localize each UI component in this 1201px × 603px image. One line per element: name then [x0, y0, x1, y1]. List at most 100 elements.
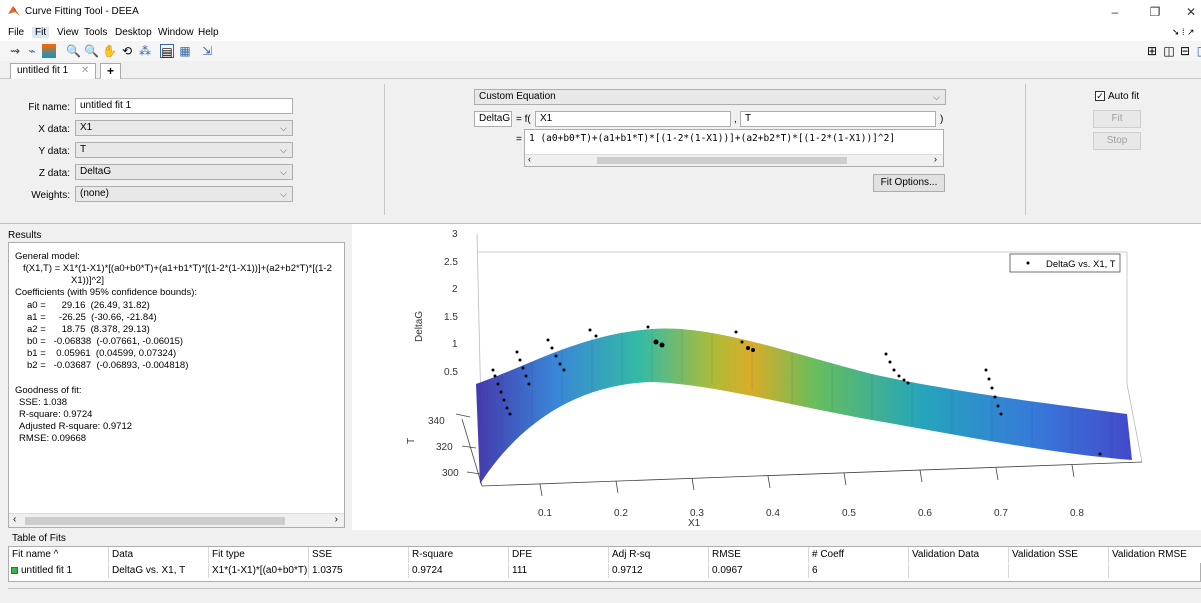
auto-fit-checkbox[interactable]: ✓	[1095, 91, 1105, 101]
y-tick: 340	[428, 416, 445, 427]
weights-select[interactable]: (none) ⌵	[75, 186, 293, 202]
layout-grid-icon[interactable]: ⊞	[1146, 44, 1158, 58]
results-line: Coefficients (with 95% confidence bounds…	[15, 287, 198, 298]
layout-rows-icon[interactable]: ⊟	[1179, 44, 1191, 58]
table-row[interactable]: untitled fit 1 DeltaG vs. X1, T X1*(1-X1…	[9, 564, 1201, 578]
col-validation-data[interactable]: Validation Data	[909, 547, 1009, 563]
menu-fit[interactable]: Fit	[32, 27, 50, 38]
layout-single-icon[interactable]: ▯	[1196, 44, 1201, 58]
menu-window[interactable]: Window	[158, 27, 194, 38]
x-data-select[interactable]: X1 ⌵	[75, 120, 293, 136]
stop-button[interactable]: Stop	[1093, 132, 1141, 150]
z-data-select[interactable]: DeltaG ⌵	[75, 164, 293, 180]
col-coeff[interactable]: # Coeff	[809, 547, 909, 563]
menu-view[interactable]: View	[57, 27, 79, 38]
zoom-in-icon[interactable]: 🔍	[66, 44, 81, 58]
menu-tools[interactable]: Tools	[84, 27, 108, 38]
z-tick: 2	[452, 284, 458, 295]
fit-type-select[interactable]: Custom Equation ⌵	[474, 89, 946, 105]
results-text-box[interactable]: General model: f(X1,T) = X1*(1-X1)*[(a0+…	[8, 242, 345, 528]
minimize-button[interactable]: –	[1111, 5, 1119, 19]
x-tick: 0.6	[918, 508, 932, 519]
data-tips-icon[interactable]: ⁂	[139, 44, 151, 58]
col-sse[interactable]: SSE	[309, 547, 409, 563]
equation-output-field[interactable]: DeltaG	[474, 111, 512, 127]
col-validation-rmse[interactable]: Validation RMSE	[1109, 547, 1201, 563]
table-header-row: Fit name ^ Data Fit type SSE R-square DF…	[9, 547, 1201, 563]
close-tab-icon[interactable]: ✕	[80, 65, 90, 76]
menu-file[interactable]: File	[8, 27, 25, 38]
z-tick: 2.5	[444, 257, 458, 268]
cell-data: DeltaG vs. X1, T	[109, 564, 209, 578]
layout-columns-icon[interactable]: ◫	[1163, 44, 1175, 58]
fit-name-label: Fit name:	[28, 102, 70, 113]
fit-button[interactable]: Fit	[1093, 110, 1141, 128]
results-scrollbar[interactable]: ‹ ›	[9, 513, 344, 527]
chevron-down-icon: ⌵	[280, 145, 287, 155]
col-adj-r-sq[interactable]: Adj R-sq	[609, 547, 709, 563]
chevron-down-icon: ⌵	[933, 92, 940, 102]
scroll-right-icon[interactable]: ›	[334, 514, 338, 525]
col-fit-name[interactable]: Fit name ^	[9, 547, 109, 563]
scroll-right-icon[interactable]: ›	[934, 154, 937, 164]
equation-var2-field[interactable]: T	[740, 111, 936, 127]
chevron-down-icon: ⌵	[280, 167, 287, 177]
zoom-out-icon[interactable]: 🔍	[84, 44, 99, 58]
axes-limits-icon[interactable]: ⇲	[201, 44, 213, 58]
legend-entry: DeltaG vs. X1, T	[1046, 259, 1116, 270]
color-map-icon[interactable]	[42, 44, 56, 58]
scrollbar-thumb[interactable]	[597, 157, 847, 164]
fit-name-input[interactable]: untitled fit 1	[75, 98, 293, 114]
legend-box[interactable]	[1009, 253, 1121, 273]
results-line: f(X1,T) = X1*(1-X1)*[(a0+b0*T)+(a1+b1*T)…	[23, 263, 332, 274]
tab-untitled-fit-1[interactable]: untitled fit 1 ✕	[10, 63, 97, 79]
col-rmse[interactable]: RMSE	[709, 547, 809, 563]
fits-table[interactable]: Fit name ^ Data Fit type SSE R-square DF…	[8, 546, 1201, 582]
dock-icon[interactable]: ➘ ⁞ ↗	[1172, 27, 1195, 37]
cell-r-square: 0.9724	[409, 564, 509, 578]
maximize-button[interactable]: ❐	[1149, 5, 1161, 19]
exclude-icon[interactable]: ⌁	[28, 44, 36, 58]
menu-bar: File Fit View Tools Desktop Window Help …	[0, 24, 1201, 41]
equation-var1-field[interactable]: X1	[535, 111, 731, 127]
rotate-icon[interactable]: ⟲	[121, 44, 133, 58]
fit-settings-panel: Fit name: untitled fit 1 X data: X1 ⌵ Y d…	[0, 79, 1201, 224]
grid-icon[interactable]: ▦	[179, 44, 191, 58]
z-data-label: Z data:	[38, 168, 70, 179]
x-data-value: X1	[80, 122, 93, 133]
legend-icon[interactable]: ▤	[160, 44, 174, 59]
pan-icon[interactable]: ✋	[102, 44, 117, 58]
surface-plot[interactable]: 3 2.5 2 1.5 1 0.5 340 320 300 0.1 0.2 0.…	[352, 224, 1201, 530]
x-tick: 0.8	[1070, 508, 1084, 519]
scroll-left-icon[interactable]: ‹	[13, 514, 17, 525]
equation-scrollbar[interactable]: ‹ ›	[525, 154, 943, 166]
y-data-select[interactable]: T ⌵	[75, 142, 293, 158]
results-title: Results	[8, 230, 42, 241]
col-validation-sse[interactable]: Validation SSE	[1009, 547, 1109, 563]
results-line: a1 = -26.25 (-30.66, -21.84)	[27, 312, 157, 323]
equation-editor[interactable]: 1 (a0+b0*T)+(a1+b1*T)*[(1-2*(1-X1))]+(a2…	[524, 129, 944, 167]
fit-options-button[interactable]: Fit Options...	[873, 174, 945, 192]
data-points	[491, 325, 1102, 456]
scroll-left-icon[interactable]: ‹	[528, 154, 531, 164]
plot-area[interactable]: 3 2.5 2 1.5 1 0.5 340 320 300 0.1 0.2 0.…	[352, 224, 1201, 530]
surface-mesh	[501, 329, 1113, 459]
menu-desktop[interactable]: Desktop	[115, 27, 152, 38]
cell-validation-data	[909, 564, 1009, 578]
col-dfe[interactable]: DFE	[509, 547, 609, 563]
panel-divider	[1025, 84, 1026, 215]
results-line: a2 = 18.75 (8.378, 29.13)	[27, 324, 150, 335]
col-fit-type[interactable]: Fit type	[209, 547, 309, 563]
new-fit-button[interactable]: +	[100, 63, 122, 79]
col-r-square[interactable]: R-square	[409, 547, 509, 563]
data-cursor-icon[interactable]: ⇝	[9, 44, 21, 58]
close-button[interactable]: ✕	[1185, 5, 1197, 19]
fit-status-icon	[11, 567, 18, 574]
z-tick: 3	[452, 229, 458, 240]
f-label: = f(	[516, 114, 531, 125]
col-data[interactable]: Data	[109, 547, 209, 563]
close-paren-label: )	[940, 114, 944, 125]
scrollbar-thumb[interactable]	[25, 517, 285, 525]
results-line: b2 = -0.03687 (-0.06893, -0.004818)	[27, 360, 189, 371]
menu-help[interactable]: Help	[198, 27, 219, 38]
